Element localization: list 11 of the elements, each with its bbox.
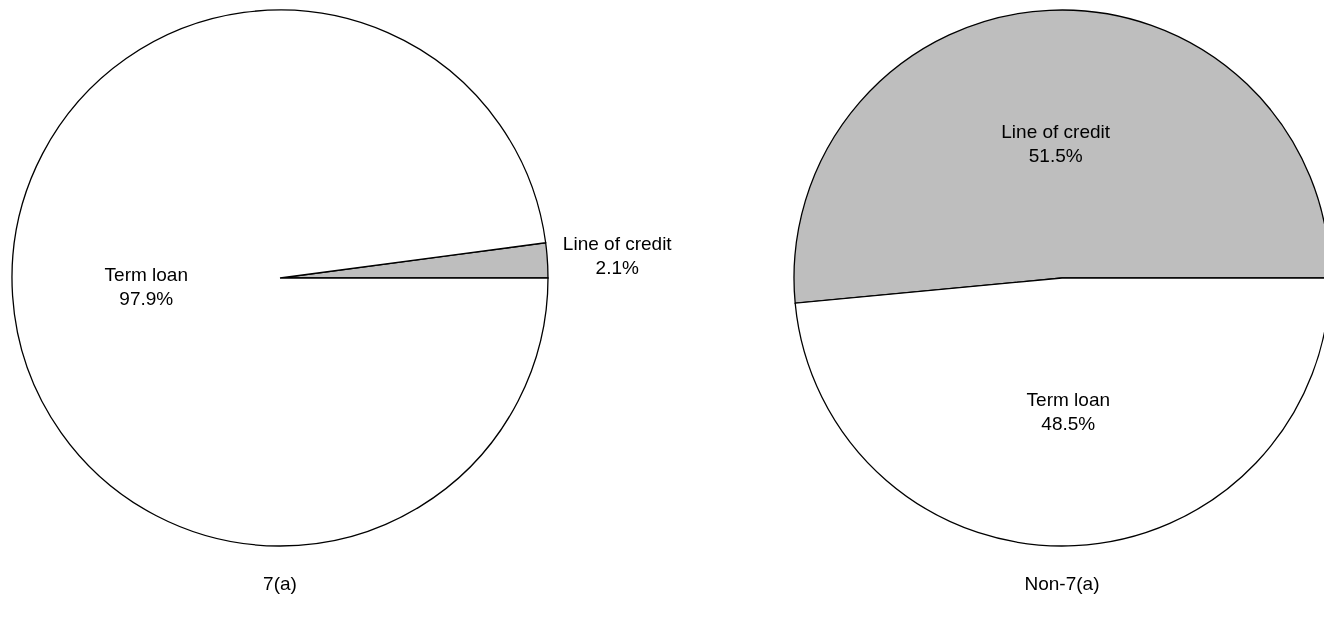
data-label: 2.1% (595, 256, 640, 278)
data-label: 51.5% (1028, 145, 1083, 167)
data-label: 48.5% (1041, 412, 1096, 434)
slice-label: Term loan (1026, 389, 1111, 411)
data-label: 97.9% (119, 287, 174, 309)
slice-label: Term loan (104, 264, 188, 286)
text: Non-7(a) (1024, 573, 1100, 594)
pie-slice (11, 9, 549, 547)
slice-label: Line of credit (1001, 121, 1111, 143)
slice-label: Line of credit (562, 233, 673, 255)
text: 7(a) (263, 573, 297, 594)
